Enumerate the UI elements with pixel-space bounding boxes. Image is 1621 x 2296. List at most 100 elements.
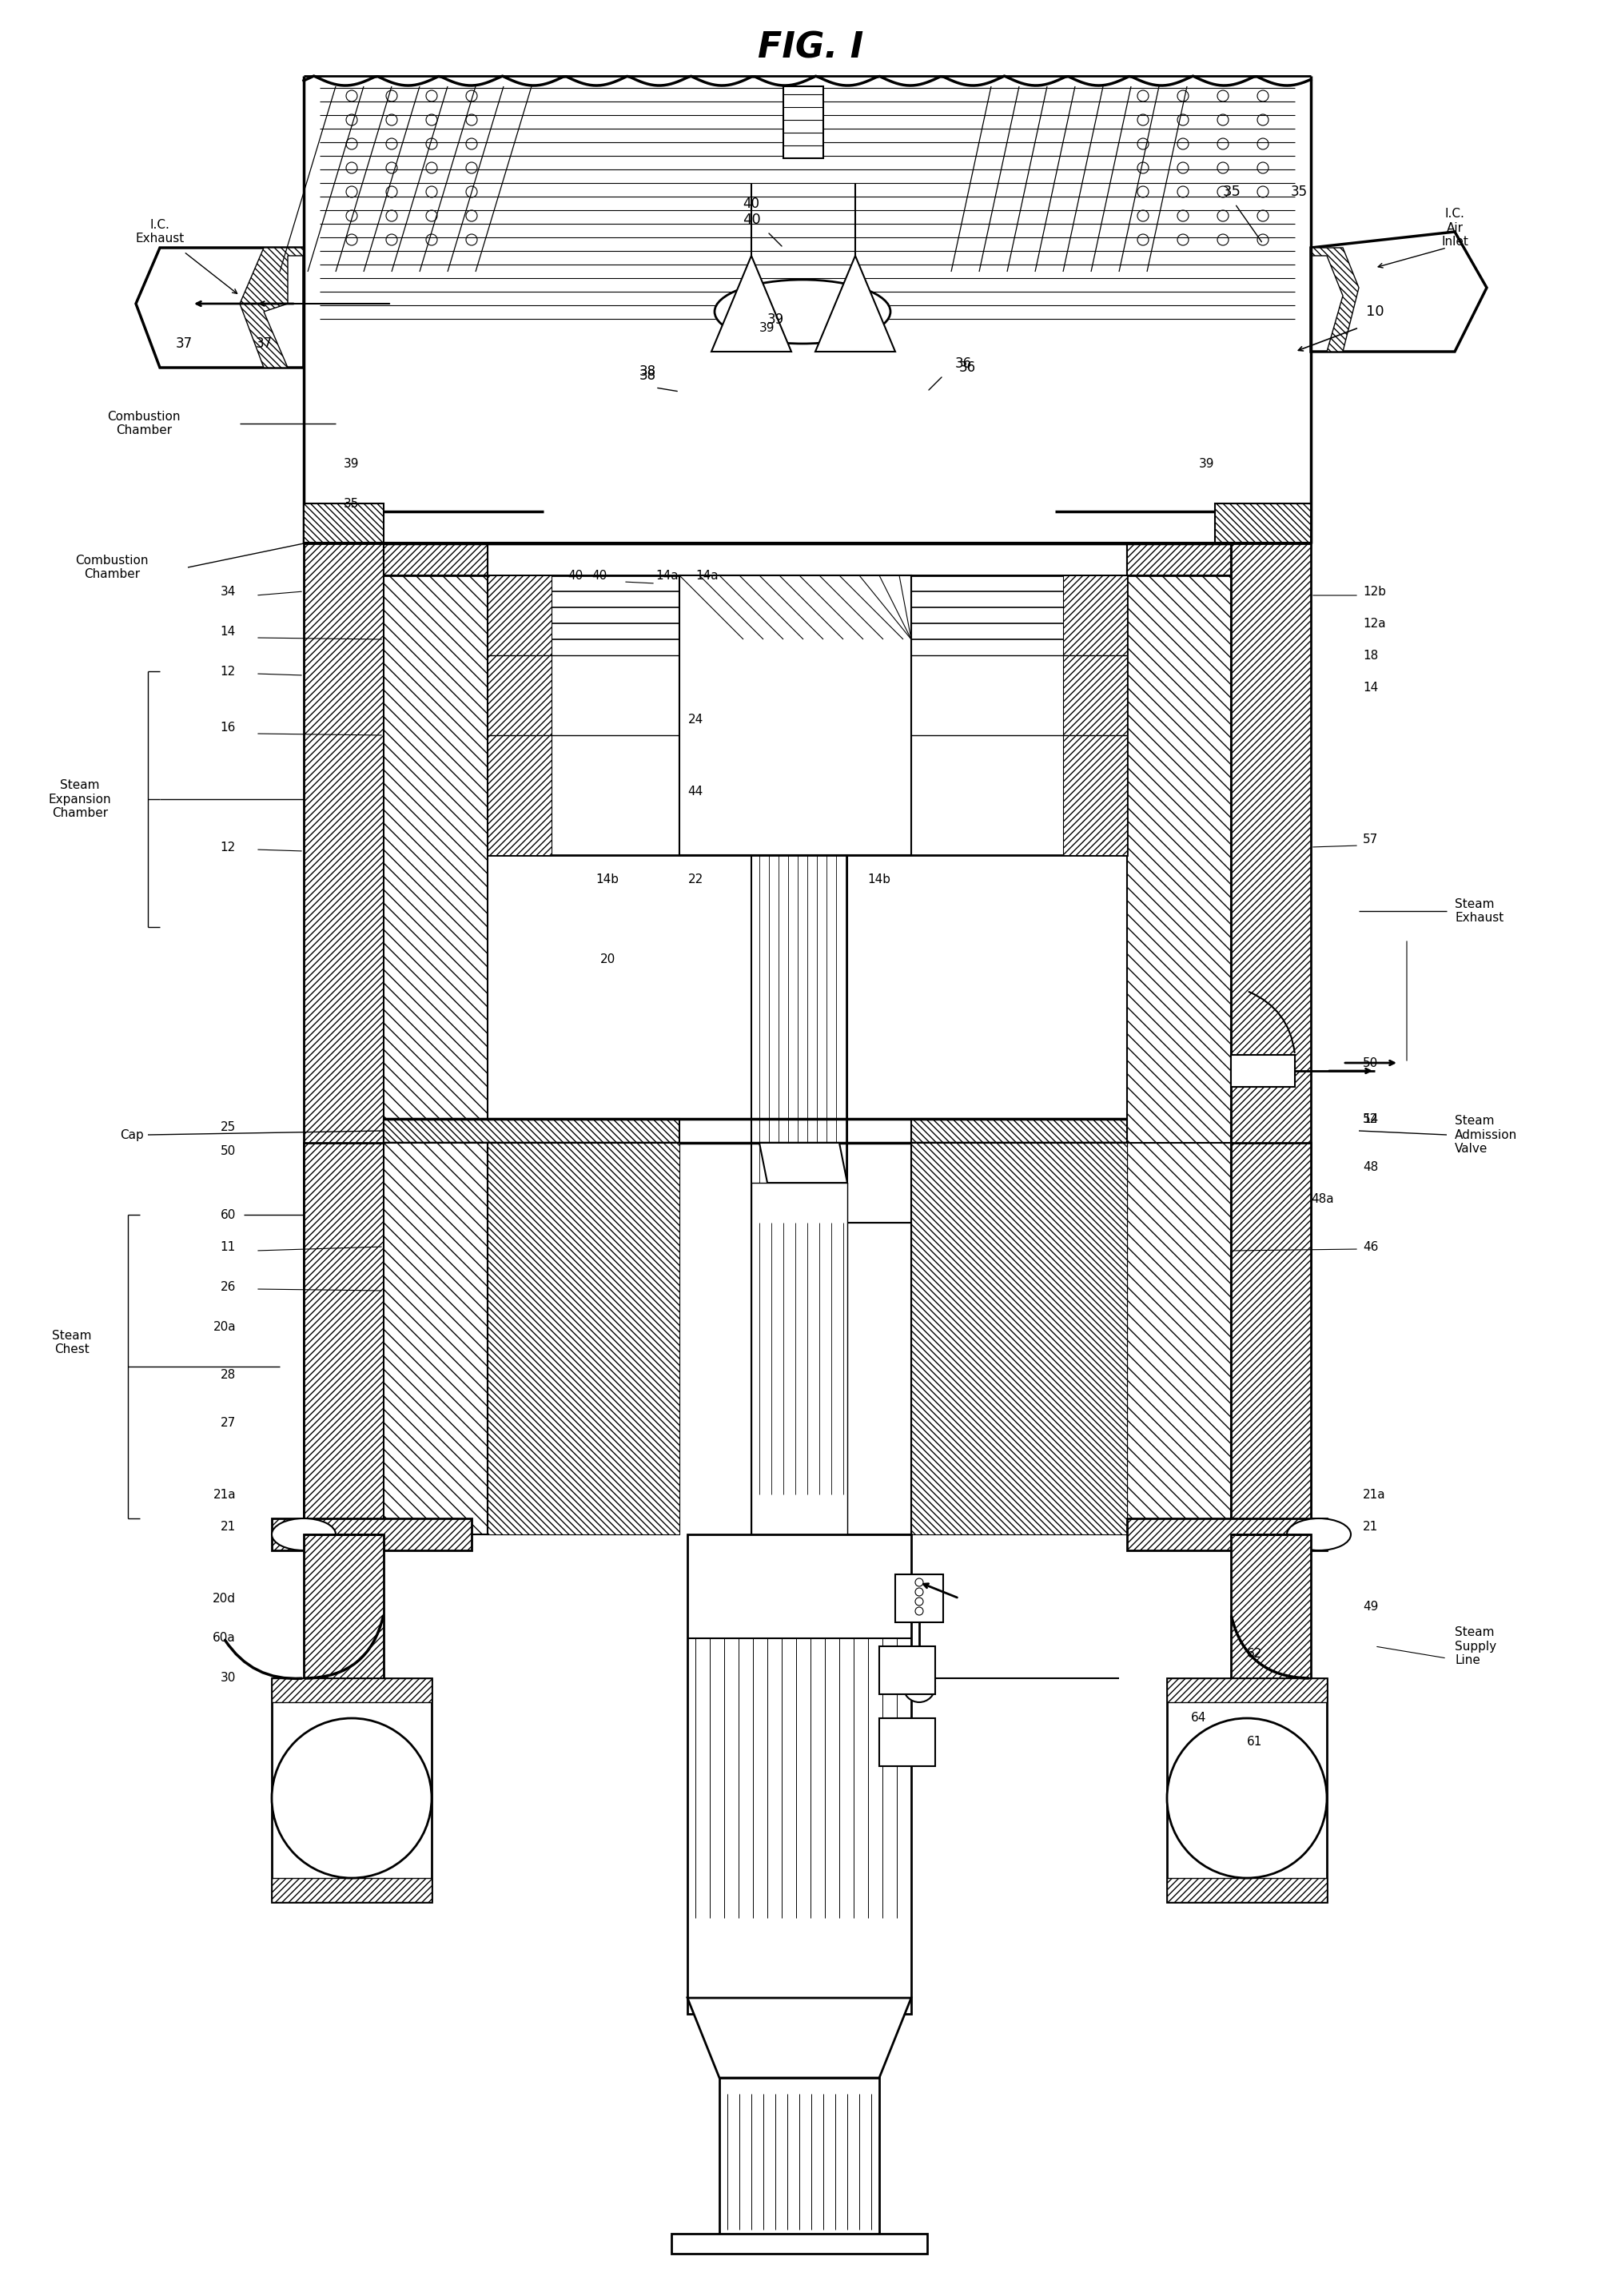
Bar	[1167, 1678, 1328, 1901]
Text: 22: 22	[687, 872, 704, 884]
Polygon shape	[687, 1998, 911, 2078]
Ellipse shape	[1287, 1518, 1350, 1550]
Text: 20: 20	[600, 953, 614, 964]
Bar	[272, 1518, 472, 1550]
Text: Steam
Exhaust: Steam Exhaust	[1454, 898, 1504, 923]
Bar	[911, 1143, 1127, 1534]
Bar	[783, 87, 823, 158]
Bar	[687, 1534, 911, 2014]
Text: 46: 46	[1363, 1240, 1378, 1254]
Bar	[1167, 1678, 1328, 1701]
Polygon shape	[447, 1143, 512, 1182]
Bar	[720, 2078, 879, 2239]
Text: 14a: 14a	[655, 569, 678, 581]
Bar	[911, 1118, 1127, 1143]
Bar	[272, 1678, 431, 1901]
Bar	[1216, 503, 1311, 544]
Text: 44: 44	[687, 785, 704, 797]
Bar	[1127, 544, 1230, 1534]
Text: 50: 50	[1363, 1056, 1378, 1070]
Text: Cap: Cap	[120, 1130, 144, 1141]
Text: 37: 37	[256, 338, 272, 351]
Text: 28: 28	[220, 1368, 235, 1380]
Polygon shape	[712, 255, 791, 351]
Ellipse shape	[272, 1518, 336, 1550]
Text: 61: 61	[1247, 1736, 1263, 1747]
Bar	[384, 1143, 488, 1534]
Polygon shape	[759, 1143, 848, 1182]
Bar	[679, 576, 911, 854]
Text: 50: 50	[220, 1146, 235, 1157]
Text: 39: 39	[767, 312, 785, 326]
Bar	[895, 1575, 943, 1623]
Bar	[384, 544, 488, 1534]
Ellipse shape	[1167, 1717, 1328, 1878]
Text: 12: 12	[220, 666, 235, 677]
Text: Combustion
Chamber: Combustion Chamber	[75, 553, 149, 581]
Text: 12a: 12a	[1363, 618, 1386, 629]
Text: 60a: 60a	[212, 1632, 235, 1644]
Text: 37: 37	[175, 338, 193, 351]
Bar	[1230, 544, 1311, 1534]
Circle shape	[903, 1669, 935, 1701]
Bar	[303, 544, 384, 1534]
Text: 14b: 14b	[597, 872, 619, 884]
Text: 40: 40	[742, 214, 760, 227]
Text: 48a: 48a	[1311, 1192, 1334, 1205]
Text: 38: 38	[639, 365, 657, 379]
Text: FIG. I: FIG. I	[757, 30, 864, 64]
Text: 57: 57	[1363, 833, 1378, 845]
Text: 12: 12	[220, 840, 235, 854]
Bar	[879, 1646, 935, 1694]
Text: 52: 52	[1363, 1114, 1378, 1125]
Bar	[1167, 1878, 1328, 1901]
Bar	[488, 576, 1127, 854]
Text: 10: 10	[1367, 305, 1384, 319]
Text: 26: 26	[220, 1281, 235, 1293]
Text: 21: 21	[1363, 1520, 1378, 1531]
Text: 14a: 14a	[695, 569, 718, 581]
Text: 49: 49	[1363, 1600, 1378, 1612]
Text: 30: 30	[220, 1671, 235, 1685]
Bar	[272, 1678, 431, 1701]
Bar	[1127, 544, 1230, 576]
Text: 14: 14	[1363, 682, 1378, 693]
Text: 35: 35	[1222, 184, 1242, 200]
Bar	[671, 2234, 927, 2255]
Text: 62: 62	[1247, 1649, 1263, 1660]
Polygon shape	[1311, 232, 1486, 351]
Text: 40: 40	[742, 197, 760, 211]
Text: 18: 18	[1363, 650, 1378, 661]
Bar	[848, 1224, 911, 1534]
Ellipse shape	[715, 280, 890, 344]
Text: 35: 35	[1290, 184, 1308, 200]
Text: 21a: 21a	[1363, 1488, 1386, 1499]
Text: I.C.
Exhaust: I.C. Exhaust	[136, 218, 185, 246]
Text: 39: 39	[1200, 457, 1214, 468]
Bar	[384, 1118, 679, 1143]
Text: 40: 40	[592, 569, 606, 581]
Text: 64: 64	[1191, 1713, 1206, 1724]
Bar	[303, 503, 384, 544]
Text: 60: 60	[220, 1208, 235, 1221]
Bar	[752, 1182, 848, 1534]
Bar	[911, 1143, 1127, 1534]
Text: 21a: 21a	[212, 1488, 235, 1499]
Text: Steam
Chest: Steam Chest	[52, 1329, 92, 1355]
Text: 11: 11	[220, 1240, 235, 1254]
Text: 25: 25	[220, 1120, 235, 1132]
Polygon shape	[1311, 248, 1358, 351]
Text: 38: 38	[639, 367, 657, 383]
Text: 36: 36	[960, 360, 976, 374]
Text: Steam
Expansion
Chamber: Steam Expansion Chamber	[49, 778, 112, 820]
Text: 21: 21	[220, 1520, 235, 1531]
Bar	[1230, 1534, 1311, 1694]
Text: 20d: 20d	[212, 1593, 235, 1605]
Bar	[1127, 1518, 1328, 1550]
Text: 36: 36	[955, 356, 973, 372]
Bar	[879, 1717, 935, 1766]
Bar	[1127, 1143, 1230, 1534]
Bar	[303, 1143, 384, 1534]
Bar	[1230, 1054, 1295, 1086]
Text: 14b: 14b	[867, 872, 892, 884]
